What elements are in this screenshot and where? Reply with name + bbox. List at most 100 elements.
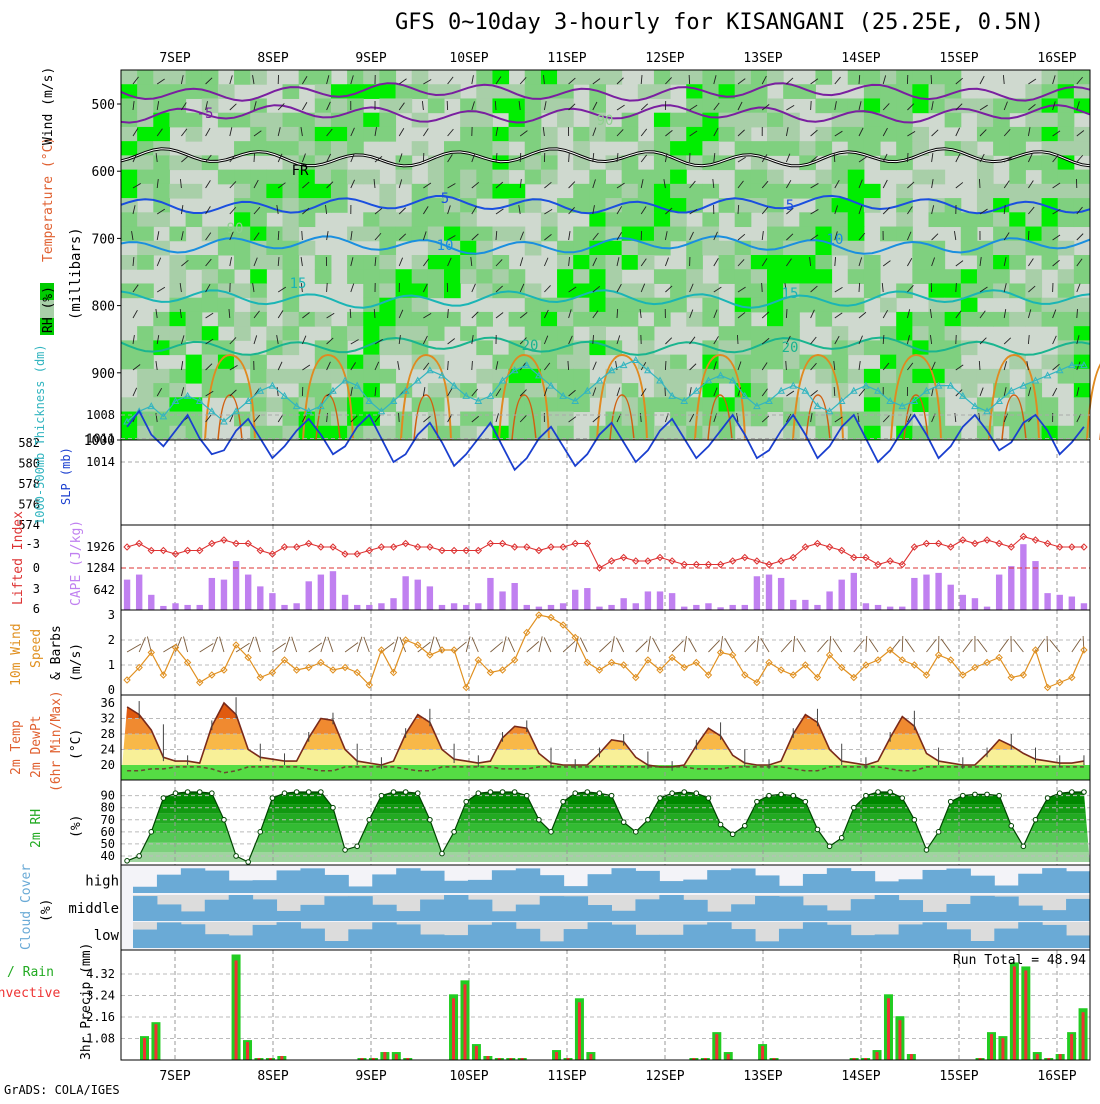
precip-conv-bar (246, 1042, 249, 1060)
rh-cell (977, 127, 994, 142)
cloud-bar (731, 904, 755, 921)
cape-bar (148, 595, 154, 610)
date-label-bottom: 14SEP (841, 1069, 880, 1084)
rh-cell (137, 326, 154, 341)
rh-cell (444, 170, 461, 185)
rh-cell (654, 355, 671, 370)
rh-cell (1042, 412, 1059, 427)
cloud-bar (683, 880, 707, 893)
rh-cell (622, 312, 639, 327)
rh-cell (1074, 312, 1091, 327)
rh-cell (702, 127, 719, 142)
cloud-bar (444, 895, 468, 921)
rh-band (121, 852, 1090, 862)
rh-cell (460, 155, 477, 170)
cape-bar (306, 581, 312, 610)
rh-cell (266, 127, 283, 142)
rh-cell (719, 127, 736, 142)
rh-cell (945, 212, 962, 227)
rh-cell (476, 184, 493, 199)
precip-conv-bar (395, 1054, 398, 1060)
rh-cell (315, 369, 332, 384)
rh-cell (977, 212, 994, 227)
rh-cell (670, 127, 687, 142)
rh-cell (751, 98, 768, 113)
rh-cell (815, 269, 832, 284)
rh-cell (880, 340, 897, 355)
rh-cell (186, 355, 203, 370)
cloud-bar (372, 874, 396, 893)
rh-cell (622, 184, 639, 199)
precip-conv-bar (578, 1002, 581, 1060)
rh-cell (379, 255, 396, 270)
wind10-barb (869, 639, 878, 652)
rh-cell (719, 269, 736, 284)
rh-cell (460, 255, 477, 270)
cape-bar (935, 573, 941, 610)
wind10-barb (941, 639, 950, 652)
rh-cell (476, 369, 493, 384)
rh-cell (541, 212, 558, 227)
rh-point (755, 799, 760, 804)
rh-cell (460, 212, 477, 227)
wind10-barb (890, 640, 900, 652)
rh-cell (186, 184, 203, 199)
rh-cell (1025, 397, 1042, 412)
date-label-bottom: 7SEP (159, 1069, 190, 1084)
rh-cell (121, 70, 138, 85)
cloud-bar (659, 881, 683, 893)
rh-cell (492, 355, 509, 370)
credit-label: GrADS: COLA/IGES (4, 1083, 120, 1097)
rh-cell (347, 255, 364, 270)
cloud-bar (300, 905, 324, 921)
ylabel-convective: Convective (0, 986, 60, 1001)
cloud-bar (420, 900, 444, 921)
cape-bar (318, 575, 324, 610)
rh-cell (460, 227, 477, 242)
rh-cell (783, 141, 800, 156)
cloud-bar (348, 896, 372, 921)
contour-label: 10 (437, 238, 454, 254)
rh-cell (751, 184, 768, 199)
rh-cell (137, 369, 154, 384)
rh-cell (880, 412, 897, 427)
ylabel-precip: 3hr Precip (mm) (79, 943, 94, 1060)
rh-cell (476, 70, 493, 85)
cape-bar (851, 573, 857, 610)
rh-cell (929, 412, 946, 427)
wind10-barb (1035, 639, 1044, 652)
rh-point (512, 790, 517, 795)
cape-bar (596, 607, 602, 610)
rh-cell (557, 412, 574, 427)
chart-title: GFS 0~10day 3-hourly for KISANGANI (25.2… (395, 10, 1044, 35)
rh-cell (186, 212, 203, 227)
rh-cell (848, 70, 865, 85)
cape-bar (645, 591, 651, 610)
ylabel-2m-rh: 2m RH (29, 809, 44, 848)
rh-cell (832, 198, 849, 213)
run-total: Run Total = 48.94 (953, 953, 1086, 968)
cloud-bar (612, 911, 636, 921)
rh-cell (492, 127, 509, 142)
wind-barb (907, 153, 908, 162)
cape-bar (293, 603, 299, 610)
date-label-bottom: 15SEP (939, 1069, 978, 1084)
cloud-bar (516, 929, 540, 948)
date-label-top: 13SEP (743, 51, 782, 66)
rh-cell (751, 70, 768, 85)
cloud-bar (923, 870, 947, 893)
cloud-bar (1066, 935, 1090, 948)
rh-cell (234, 184, 251, 199)
cape-bar (754, 576, 760, 610)
precip-conv-bar (715, 1034, 718, 1060)
rh-point (1045, 796, 1050, 801)
rh-cell (283, 255, 300, 270)
rh-point (476, 791, 481, 796)
ylabel-wind: Wind (m/s) (41, 67, 56, 145)
rh-cell (880, 369, 897, 384)
rh-cell (266, 170, 283, 185)
rh-cell (169, 312, 186, 327)
wind10-barb (745, 640, 756, 652)
cloud-bar (277, 922, 301, 948)
